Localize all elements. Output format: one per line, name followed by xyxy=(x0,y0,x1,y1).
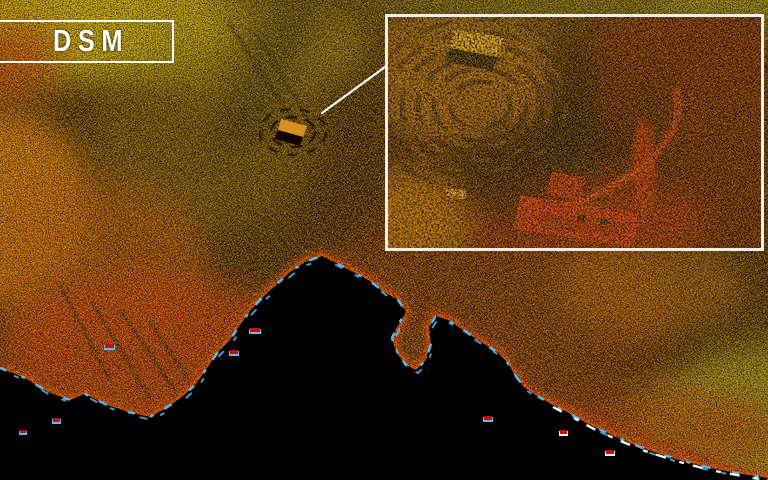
map-type-label: DSM xyxy=(52,24,129,58)
inset-terrain-canvas xyxy=(388,17,761,248)
islet xyxy=(605,450,615,456)
inset-leader-line xyxy=(320,65,387,115)
hillside-building xyxy=(258,107,328,157)
inset-noise-grain xyxy=(388,17,761,248)
islet xyxy=(559,430,568,436)
islet xyxy=(483,416,493,422)
islet xyxy=(229,350,239,356)
islets xyxy=(19,328,615,456)
map-type-badge: DSM xyxy=(0,20,174,63)
inset-magnifier-panel xyxy=(385,14,764,251)
islet xyxy=(104,344,115,350)
islet xyxy=(52,418,61,424)
islet xyxy=(19,430,27,435)
islet xyxy=(249,328,261,334)
